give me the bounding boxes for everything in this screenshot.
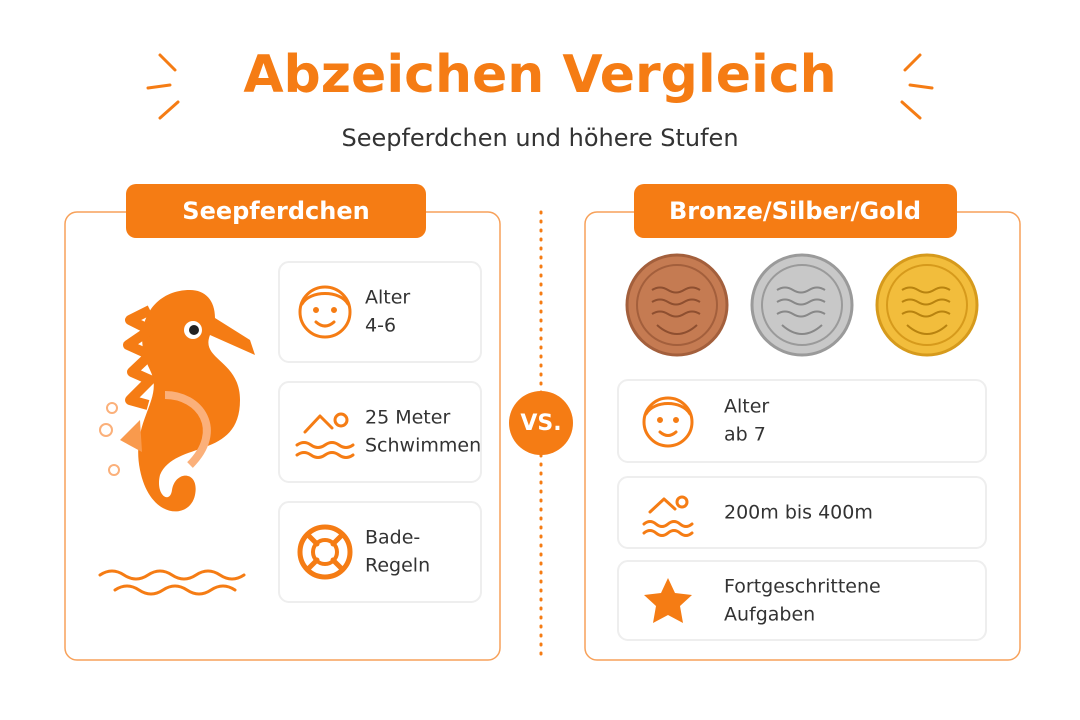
right-card [617, 379, 987, 463]
item-text: Bade- [365, 527, 420, 549]
title-sparks-right [900, 53, 934, 120]
left-card [278, 261, 482, 363]
right-tab [634, 184, 957, 238]
lifebuoy-icon [297, 524, 353, 580]
item-text: 25 Meter [365, 407, 450, 429]
item-text: ab 7 [724, 424, 766, 446]
vs-badge [509, 391, 573, 455]
title-sparks-left [146, 53, 180, 120]
subtitle: Seepferdchen und höhere Stufen [341, 124, 738, 152]
seahorse-illustration [98, 290, 255, 596]
star-icon [644, 578, 692, 623]
item-text: Aufgaben [724, 604, 815, 626]
left-card [278, 381, 482, 483]
swimmer-icon [295, 412, 355, 459]
left-tab [126, 184, 426, 238]
item-text: 4-6 [365, 315, 396, 337]
bronze-medal [625, 253, 729, 357]
gold-medal [875, 253, 979, 357]
vs-label: VS. [520, 411, 561, 436]
left-card [278, 501, 482, 603]
left-title: Seepferdchen [182, 197, 369, 225]
item-text: Regeln [365, 555, 430, 577]
item-text: 200m bis 400m [724, 502, 873, 524]
child-icon [642, 396, 694, 448]
swimmer-icon [642, 495, 694, 537]
right-title: Bronze/Silber/Gold [669, 197, 921, 225]
item-text: Alter [724, 396, 769, 418]
right-card [617, 476, 987, 549]
right-card [617, 560, 987, 641]
silver-medal [750, 253, 854, 357]
item-text: Alter [365, 287, 410, 309]
item-text: Schwimmen [365, 435, 481, 457]
child-icon [298, 285, 352, 339]
title: Abzeichen Vergleich [243, 45, 836, 105]
item-text: Fortgeschrittene [724, 576, 881, 598]
